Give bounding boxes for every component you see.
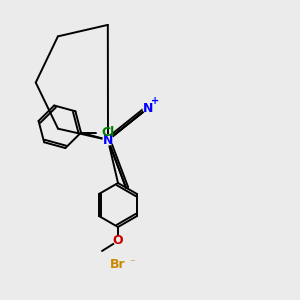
Text: Br: Br xyxy=(110,259,126,272)
Text: O: O xyxy=(113,235,123,248)
Text: Cl: Cl xyxy=(101,126,114,139)
Text: N: N xyxy=(103,134,113,146)
Text: +: + xyxy=(151,96,159,106)
Circle shape xyxy=(143,103,153,113)
Circle shape xyxy=(103,135,113,145)
Circle shape xyxy=(114,237,122,245)
Text: ⁻: ⁻ xyxy=(129,258,135,268)
Text: N: N xyxy=(143,101,153,115)
